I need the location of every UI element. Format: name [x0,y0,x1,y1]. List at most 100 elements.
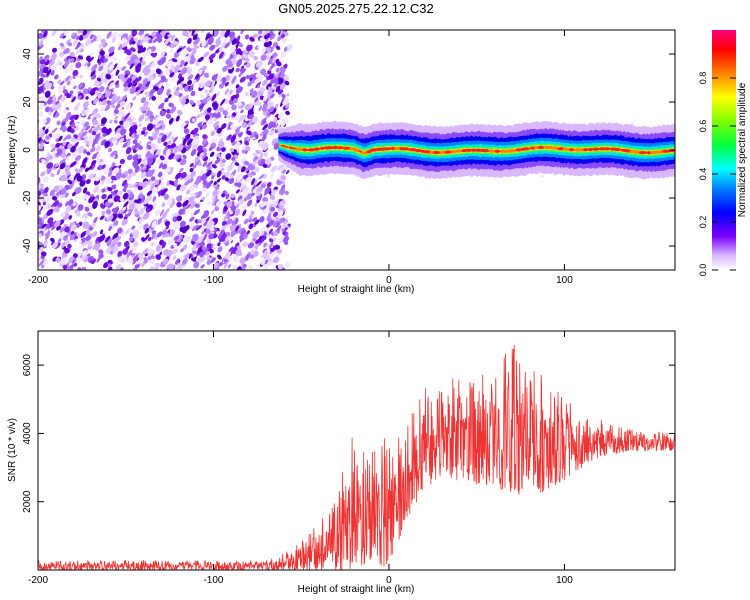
spectrogram-noise-cell [138,123,143,127]
spectrogram-noise-cell [266,55,270,60]
spectrogram-noise-cell [236,164,242,173]
spectrogram-noise-cell [59,80,65,86]
spectrogram-noise-cell [263,34,269,40]
spectrogram-noise-cell [206,96,211,102]
spectrogram-noise-cell [92,243,99,250]
spectrogram-noise-cell [269,34,276,41]
spectrogram-noise-cell [81,174,87,180]
spectrogram-noise-cell [216,127,223,134]
spectrogram-signal-core [582,148,589,152]
spectrogram-noise-cell [197,255,206,263]
spectrogram-noise-cell [55,142,61,148]
spectrogram-noise-cell [119,128,127,136]
spectrogram-noise-cell [65,75,71,82]
spectrogram-noise-cell [283,75,290,81]
spectrogram-noise-cell [109,119,113,124]
spectrogram-noise-cell [158,162,163,169]
spectrogram-noise-cell [82,157,88,165]
spectrogram-noise-cell [112,63,118,71]
spectrogram-noise-cell [68,256,75,264]
spectrogram-noise-cell [151,120,156,125]
spectrogram-noise-cell [69,122,76,128]
spectrogram-noise-cell [62,89,68,95]
spectrogram-noise-cell [58,135,63,142]
spectrogram-noise-cell [219,46,223,52]
spectrogram-noise-cell [275,67,280,73]
spectrogram-noise-cell [285,110,291,116]
spectrogram-noise-cell [246,230,251,235]
spectrogram-noise-cell [93,185,100,193]
spectrogram-noise-cell [183,128,190,134]
spectrogram-noise-cell [52,97,57,105]
spectrogram-noise-cell [59,212,66,218]
spectrogram-noise-cell [208,233,215,240]
spectrogram-noise-cell [164,38,170,45]
spectrogram-noise-cell [255,81,261,89]
spectrogram-noise-cell [182,154,187,159]
spectrogram-noise-cell [217,246,223,253]
spectrogram-noise-cell [283,46,288,52]
spectrogram-noise-cell [159,110,166,117]
spectrogram-noise-cell [279,201,285,206]
spectrogram-noise-cell [138,224,144,230]
colorbar-tick-label: 0.2 [698,216,708,229]
spectrogram-noise-cell [166,263,172,270]
spectrogram-noise-cell [86,240,92,246]
spectrogram-noise-cell [104,66,109,71]
spectrogram-noise-cell [70,264,74,269]
spectrogram-noise-cell [98,235,106,242]
spectrogram-noise-cell [54,59,61,67]
spectrogram-noise-cell [125,56,130,62]
spectrogram-noise-cell [38,96,41,104]
spectrogram-noise-cell [131,40,136,45]
spectrogram-noise-cell [99,215,105,221]
spectrogram-noise-cell [200,169,205,176]
spectrogram-noise-cell [146,48,152,56]
spectrogram-noise-cell [189,100,195,105]
spectrogram-noise-cell [279,235,285,243]
spectrogram-noise-cell [228,246,234,253]
spectrogram-noise-cell [191,118,196,123]
spectrogram-noise-cell [227,94,232,99]
spectrogram-noise-cell [127,183,133,189]
spectrogram-noise-cell [38,259,45,267]
spectrogram-noise-cell [144,115,148,120]
spectrogram-noise-cell [201,82,206,89]
spectrogram-noise-cell [263,189,271,196]
spectrogram-noise-cell [38,37,45,44]
spectrogram-noise-cell [238,131,243,138]
spectrogram-noise-cell [138,145,143,150]
spectrogram-noise-cell [182,137,187,146]
spectrogram-noise-cell [70,224,77,231]
spectrogram-noise-cell [85,66,91,71]
spectrogram-noise-cell [143,198,150,205]
spectrogram-noise-cell [52,220,57,227]
spectrogram-noise-cell [91,64,98,72]
snr-x-tick-label: -100 [203,575,223,586]
spectrogram-noise-cell [283,31,289,37]
spectrogram-noise-cell [63,58,67,62]
spectrogram-noise-cell [138,181,143,187]
spectrogram-noise-cell [124,48,129,54]
spectrogram-noise-cell [38,142,44,150]
spectrogram-noise-cell [200,78,206,85]
spectrogram-noise-cell [229,148,235,153]
spectrogram-signal-core [319,146,325,150]
spectrogram-noise-cell [211,102,217,108]
spectrogram-signal-core [662,149,671,153]
spectrogram-noise-cell [53,200,59,207]
spectrogram-noise-cell [123,201,129,209]
spectrogram-noise-cell [119,137,125,143]
spectrogram-noise-cell [199,70,205,77]
spectrogram-noise-cell [274,244,281,250]
spectrogram-noise-cell [68,174,74,180]
spectrogram-noise-cell [101,126,108,134]
spectrogram-noise-cell [208,53,216,60]
spectrogram-noise-cell [270,108,277,115]
spectrogram-noise-cell [146,123,154,131]
spectrogram-signal-core [647,151,651,155]
spectrogram-noise-cell [177,109,183,116]
spectrogram-noise-cell [285,262,291,268]
spectrogram-noise-cell [64,59,70,68]
spectrogram-noise-cell [98,175,102,179]
